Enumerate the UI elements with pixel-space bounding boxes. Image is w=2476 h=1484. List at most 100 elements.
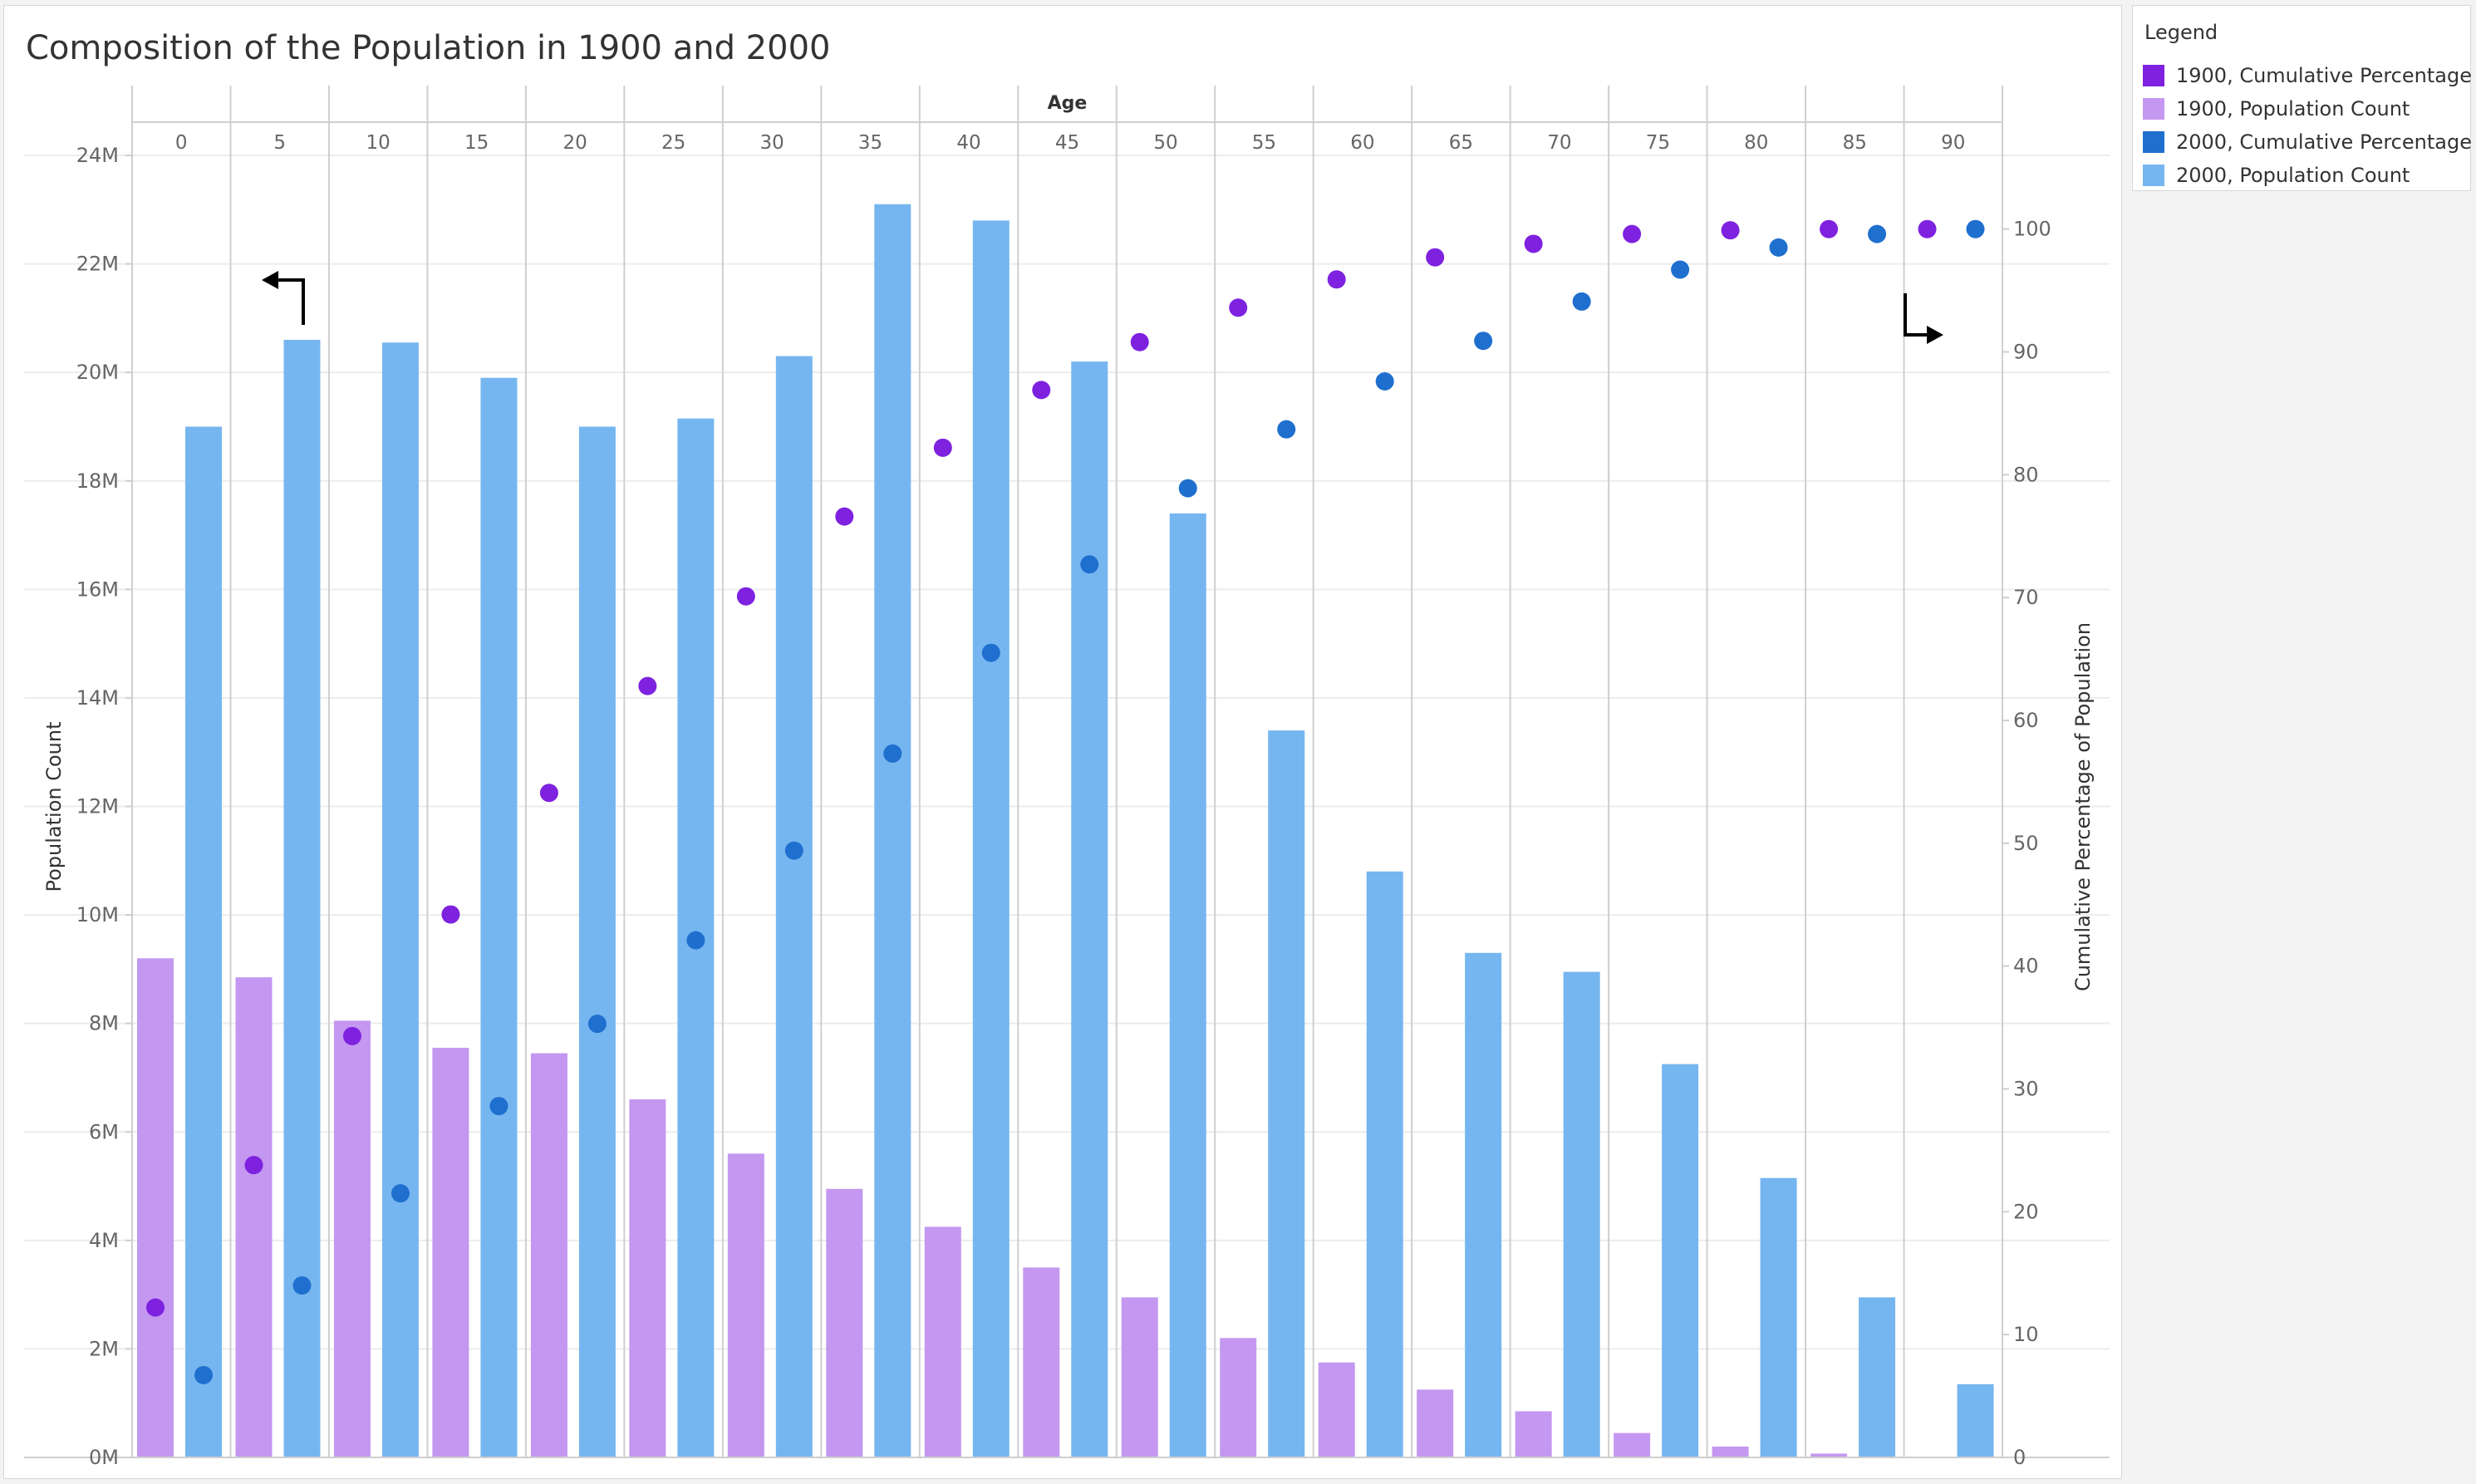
point-2000-cumulative	[1178, 479, 1197, 498]
legend-item-2000-count[interactable]: 2000, Population Count	[2143, 162, 2410, 189]
point-2000-cumulative	[784, 841, 803, 860]
bar-2000-population	[1465, 952, 1502, 1457]
left-tick-label: 2M	[89, 1337, 119, 1360]
point-1900-cumulative	[835, 507, 854, 526]
left-tick-label: 16M	[76, 577, 119, 601]
point-1900-cumulative	[539, 784, 558, 803]
point-1900-cumulative	[146, 1298, 165, 1317]
bar-1900-population	[924, 1226, 961, 1457]
bar-2000-population	[381, 342, 419, 1458]
point-2000-cumulative	[1277, 420, 1296, 439]
bar-1900-population	[1614, 1432, 1651, 1457]
right-tick-label: 90	[2013, 341, 2039, 364]
left-tick-label: 18M	[76, 469, 119, 493]
legend-swatch	[2143, 165, 2164, 186]
dashboard-panel: Composition of the Population in 1900 an…	[3, 5, 2122, 1479]
bar-2000-population	[874, 204, 911, 1458]
point-1900-cumulative	[1820, 219, 1839, 238]
category-label: 70	[1547, 132, 1571, 154]
left-tick-label: 12M	[76, 795, 119, 818]
legend-label: 1900, Cumulative Percentage	[2176, 64, 2472, 87]
legend-item-1900-count[interactable]: 1900, Population Count	[2143, 96, 2410, 122]
category-label: 50	[1153, 132, 1177, 154]
category-labels: 0 5 10 15 20 25 30 35 40 45 50 55 60 65 70 75 80 85 90	[175, 132, 1965, 154]
category-label: 90	[1941, 132, 1965, 154]
left-tick-label: 4M	[89, 1229, 119, 1252]
category-label: 60	[1350, 132, 1374, 154]
legend-swatch	[2143, 65, 2164, 86]
bar-1900-population	[1515, 1411, 1552, 1457]
left-tick-label: 10M	[76, 903, 119, 926]
legend-swatch	[2143, 98, 2164, 120]
bar-2000-population	[283, 339, 321, 1457]
bar-1900-population	[137, 958, 174, 1457]
bar-2000-population	[1268, 730, 1305, 1457]
bar-1900-population	[629, 1099, 666, 1457]
gridlines	[24, 155, 2110, 1458]
y-axis-left-title: Population Count	[42, 722, 66, 892]
bar-2000-population	[185, 426, 222, 1457]
category-label: 20	[563, 132, 587, 154]
axis-direction-arrows	[262, 271, 1943, 344]
point-2000-cumulative	[1474, 332, 1493, 351]
point-2000-cumulative	[1375, 372, 1394, 391]
series-2000-cumulative-points	[194, 219, 1985, 1384]
right-tick-label: 50	[2013, 832, 2039, 855]
legend-item-1900-cumulative[interactable]: 1900, Cumulative Percentage	[2143, 62, 2472, 89]
bar-2000-population	[1760, 1177, 1797, 1457]
category-label: 0	[175, 132, 188, 154]
point-2000-cumulative	[391, 1184, 410, 1203]
bar-1900-population	[1417, 1389, 1454, 1457]
left-tick-label: 0M	[89, 1446, 119, 1469]
bar-2000-population	[1071, 361, 1108, 1457]
legend-label: 2000, Cumulative Percentage	[2176, 130, 2472, 154]
right-tick-label: 70	[2013, 586, 2039, 609]
category-label: 80	[1744, 132, 1768, 154]
category-label: 15	[464, 132, 489, 154]
bar-1900-population	[333, 1020, 371, 1457]
category-label: 75	[1646, 132, 1670, 154]
category-label: 5	[273, 132, 286, 154]
legend-item-2000-cumulative[interactable]: 2000, Cumulative Percentage	[2143, 129, 2472, 155]
point-2000-cumulative	[1769, 238, 1788, 257]
point-1900-cumulative	[638, 676, 657, 695]
bar-1900-population	[432, 1048, 469, 1457]
category-label: 45	[1055, 132, 1079, 154]
right-tick-label: 0	[2013, 1446, 2026, 1469]
bar-1900-population	[1023, 1267, 1060, 1457]
point-1900-cumulative	[1918, 219, 1937, 238]
bar-2000-population	[1366, 871, 1403, 1457]
bar-1900-population	[1121, 1297, 1158, 1457]
column-header-title: Age	[1048, 93, 1088, 114]
bar-2000-population	[972, 220, 1010, 1458]
left-tick-label: 22M	[76, 253, 119, 276]
bar-1900-population	[1712, 1446, 1749, 1457]
point-1900-cumulative	[342, 1026, 361, 1045]
category-label: 25	[661, 132, 685, 154]
point-2000-cumulative	[981, 643, 1000, 662]
point-1900-cumulative	[736, 587, 755, 606]
right-axis-arrowhead	[1927, 326, 1943, 344]
bar-2000-population	[1957, 1383, 1994, 1457]
point-1900-cumulative	[1229, 298, 1248, 317]
series-2000-population-bars	[185, 204, 1994, 1458]
point-1900-cumulative	[244, 1156, 263, 1175]
bar-1900-population	[826, 1188, 863, 1457]
bar-1900-population	[1810, 1453, 1848, 1457]
point-2000-cumulative	[1572, 292, 1591, 311]
point-1900-cumulative	[1426, 248, 1445, 267]
bar-1900-population	[235, 977, 273, 1457]
right-tick-label: 80	[2013, 463, 2039, 486]
left-axis-arrow	[273, 278, 305, 325]
point-2000-cumulative	[686, 931, 705, 950]
legend: Legend 1900, Cumulative Percentage 1900,…	[2132, 5, 2472, 191]
bar-1900-population	[1318, 1362, 1355, 1457]
right-tick-label: 60	[2013, 709, 2039, 732]
series-1900-cumulative-points	[146, 219, 1937, 1317]
left-tick-label: 24M	[76, 144, 119, 167]
left-axis-arrowhead	[262, 271, 278, 289]
bar-2000-population	[1563, 971, 1600, 1457]
right-tick-label: 20	[2013, 1200, 2039, 1223]
category-label: 10	[366, 132, 391, 154]
